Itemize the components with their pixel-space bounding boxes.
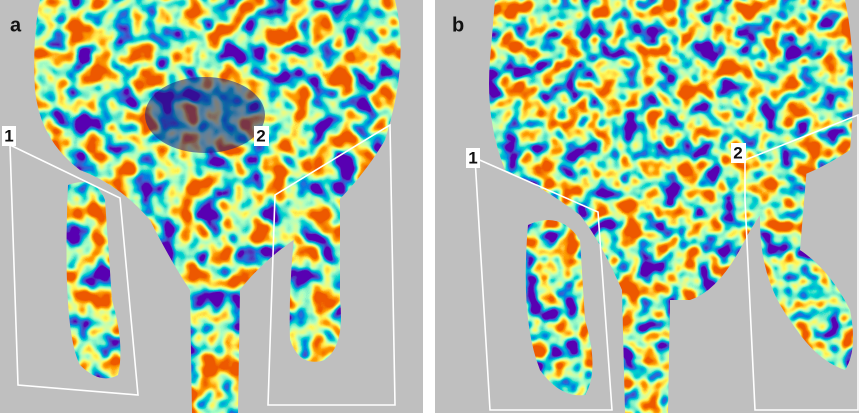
region-label: 1 (4, 126, 13, 145)
panel-b: b 1 2 (435, 0, 859, 413)
panel-label: b (452, 14, 464, 36)
panel-label: a (10, 14, 22, 36)
region-label: 1 (468, 148, 477, 167)
region-label: 2 (256, 126, 265, 145)
figure: a 1 2 b 1 2 (0, 0, 859, 413)
region-label: 2 (733, 143, 742, 162)
cool-region (145, 77, 265, 153)
panel-a: a 1 2 (0, 0, 423, 413)
